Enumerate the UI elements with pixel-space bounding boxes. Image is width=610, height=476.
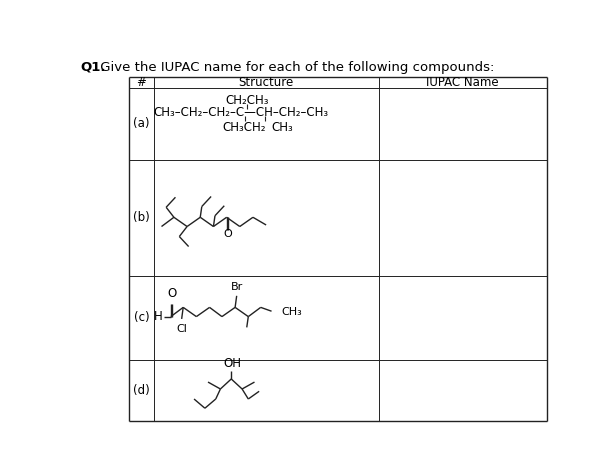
Text: CH₃: CH₃	[271, 121, 293, 134]
Text: Cl: Cl	[176, 324, 187, 334]
Text: Give the IUPAC name for each of the following compounds:: Give the IUPAC name for each of the foll…	[96, 61, 494, 74]
Text: Structure: Structure	[239, 76, 294, 89]
Text: (b): (b)	[133, 211, 149, 224]
Text: CH₃–CH₂–CH₂–C—CH–CH₂–CH₃: CH₃–CH₂–CH₂–C—CH–CH₂–CH₃	[154, 106, 329, 119]
Text: Q1.: Q1.	[80, 61, 106, 74]
Text: (d): (d)	[133, 384, 149, 397]
Text: CH₂CH₃: CH₂CH₃	[225, 94, 268, 107]
Text: O: O	[223, 229, 232, 239]
Text: #: #	[137, 76, 146, 89]
Text: Br: Br	[231, 282, 243, 292]
Text: IUPAC Name: IUPAC Name	[426, 76, 499, 89]
Text: O: O	[167, 288, 176, 300]
Text: (c): (c)	[134, 311, 149, 324]
Text: CH₃CH₂: CH₃CH₂	[222, 121, 265, 134]
Text: OH: OH	[224, 357, 242, 370]
Text: H: H	[154, 310, 163, 323]
Text: CH₃: CH₃	[282, 307, 303, 317]
Text: (a): (a)	[133, 117, 149, 130]
